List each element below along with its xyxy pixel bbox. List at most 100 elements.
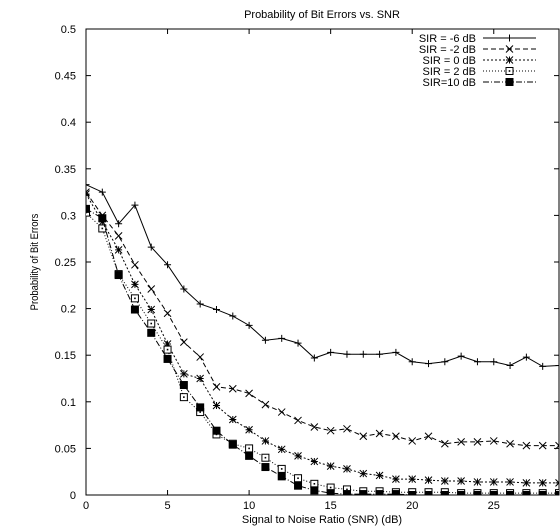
legend-label: SIR=10 dB [422,77,476,89]
data-point [212,401,221,410]
series-line [86,193,559,484]
y-tick-label: 0.35 [55,164,76,176]
axis-ticks: 0 5 10 15 20 25 0 0.05 0.1 0.15 0.2 0.25 0.3 0.35 0.4 0… [55,24,559,512]
legend-label: SIR = 2 dB [422,66,476,78]
data-point [294,474,303,483]
data-point [147,243,155,251]
data-point [228,440,237,449]
data-point [294,452,302,460]
data-point [522,479,531,487]
data-point [440,491,449,495]
data-point [147,285,156,293]
data-point [163,340,172,348]
series-4 [86,208,559,495]
data-point [277,445,286,454]
data-point [261,453,270,462]
data-point [392,348,400,356]
series-1 [86,181,559,370]
data-point [375,429,384,438]
data-point [245,451,254,460]
data-point [130,305,139,314]
y-tick-label: 0.15 [55,350,76,362]
data-point [212,426,221,435]
data-point [343,465,351,473]
data-point [392,432,400,441]
data-point [277,472,286,481]
data-point [180,369,188,378]
data-point [294,481,303,490]
marker-dot [280,468,283,470]
data-point [98,214,107,223]
data-point [359,469,368,478]
data-point [441,358,449,366]
data-point [98,224,107,233]
data-point [376,350,384,358]
legend-marker [505,67,514,75]
legend-label: SIR = 0 dB [422,55,476,67]
data-point [164,261,172,269]
legend-marker [505,78,514,86]
marker-dot [329,486,332,489]
x-tick-label: 5 [164,500,170,512]
data-point [473,438,482,446]
data-point [180,285,188,293]
y-tick-label: 0 [70,490,76,502]
data-point [424,432,433,441]
data-point [196,374,205,383]
data-point [147,328,156,337]
data-point [147,319,156,328]
data-point [522,441,531,450]
y-tick-label: 0.1 [61,397,76,409]
data-point [489,491,498,495]
series-layer [86,181,559,495]
data-point [180,338,188,347]
data-point [473,358,481,366]
legend-marker [506,34,513,42]
data-point [245,321,253,329]
data-point [326,462,335,470]
data-point [163,354,172,363]
data-point [261,336,269,344]
y-tick-label: 0.3 [61,210,76,222]
data-point [179,393,188,402]
data-point [539,362,547,370]
data-point [310,486,319,495]
data-point [310,423,319,431]
data-point [131,260,139,269]
data-point [392,475,400,484]
data-point [522,353,530,361]
data-point [538,479,547,487]
data-point [327,348,335,356]
legend-marker [505,45,514,53]
data-point [261,463,270,472]
marker-dot [297,477,299,480]
data-point [131,201,139,209]
marker-dot [346,488,348,491]
marker-dot [199,411,201,413]
marker-dot [150,322,153,325]
data-point [245,444,254,453]
data-point [506,361,514,369]
data-point [425,360,433,368]
data-point [473,491,482,495]
marker-dot [508,70,511,72]
x-axis-label: Signal to Noise Ratio (SNR) (dB) [242,514,402,526]
data-point [375,490,384,495]
data-point [506,478,514,486]
y-tick-label: 0.25 [55,257,76,269]
data-point [147,305,156,314]
data-point [473,478,482,486]
data-point [228,384,237,393]
data-point [86,181,90,189]
data-point [294,339,302,347]
data-point [196,300,204,308]
data-point [375,471,384,480]
marker-dot [183,396,185,398]
y-tick-label: 0.45 [55,71,76,83]
data-point [261,400,270,409]
data-point [310,457,319,466]
series-3 [86,190,559,487]
data-point [490,358,498,366]
data-point [212,306,220,314]
